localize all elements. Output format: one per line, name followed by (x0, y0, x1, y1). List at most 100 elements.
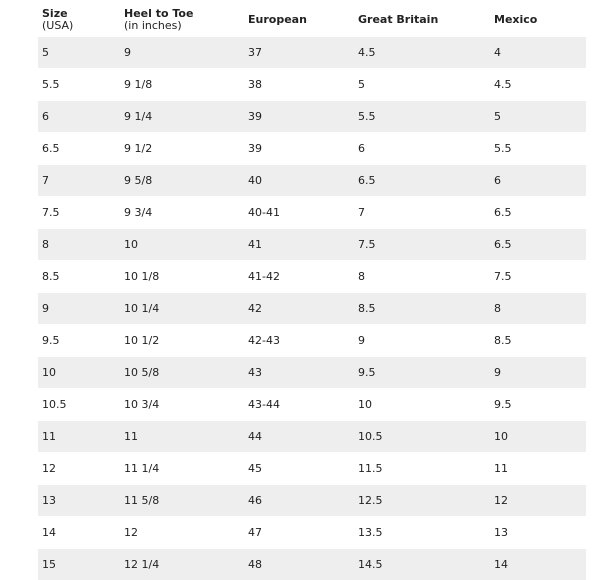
cell-size-usa: 8 (38, 229, 120, 261)
cell-mexico: 8.5 (490, 325, 586, 357)
cell-european: 48 (244, 549, 354, 580)
cell-great-britain: 9 (354, 325, 490, 357)
cell-great-britain: 5.5 (354, 101, 490, 133)
cell-mexico: 7.5 (490, 261, 586, 293)
header-size-usa: Size (USA) (38, 4, 120, 37)
cell-heel-to-toe: 10 3/4 (120, 389, 244, 421)
cell-great-britain: 11.5 (354, 453, 490, 485)
header-great-britain: Great Britain (354, 4, 490, 37)
cell-heel-to-toe: 12 (120, 517, 244, 549)
cell-great-britain: 10.5 (354, 421, 490, 453)
cell-great-britain: 7 (354, 197, 490, 229)
cell-european: 40 (244, 165, 354, 197)
table-header: Size (USA) Heel to Toe (in inches) Europ… (38, 4, 586, 37)
cell-size-usa: 9.5 (38, 325, 120, 357)
cell-heel-to-toe: 10 (120, 229, 244, 261)
cell-european: 46 (244, 485, 354, 517)
cell-size-usa: 5 (38, 37, 120, 69)
cell-great-britain: 14.5 (354, 549, 490, 580)
cell-mexico: 14 (490, 549, 586, 580)
cell-size-usa: 6.5 (38, 133, 120, 165)
cell-mexico: 9.5 (490, 389, 586, 421)
cell-mexico: 8 (490, 293, 586, 325)
cell-mexico: 5 (490, 101, 586, 133)
cell-size-usa: 6 (38, 101, 120, 133)
cell-great-britain: 6.5 (354, 165, 490, 197)
cell-size-usa: 12 (38, 453, 120, 485)
cell-european: 39 (244, 101, 354, 133)
cell-european: 47 (244, 517, 354, 549)
cell-european: 41 (244, 229, 354, 261)
cell-size-usa: 5.5 (38, 69, 120, 101)
cell-heel-to-toe: 9 3/4 (120, 197, 244, 229)
cell-mexico: 9 (490, 357, 586, 389)
cell-great-britain: 4.5 (354, 37, 490, 69)
header-mexico: Mexico (490, 4, 586, 37)
cell-european: 42 (244, 293, 354, 325)
cell-great-britain: 5 (354, 69, 490, 101)
cell-heel-to-toe: 11 1/4 (120, 453, 244, 485)
cell-size-usa: 8.5 (38, 261, 120, 293)
cell-mexico: 13 (490, 517, 586, 549)
cell-european: 44 (244, 421, 354, 453)
cell-mexico: 11 (490, 453, 586, 485)
cell-great-britain: 9.5 (354, 357, 490, 389)
cell-great-britain: 8.5 (354, 293, 490, 325)
cell-european: 42-43 (244, 325, 354, 357)
cell-heel-to-toe: 9 5/8 (120, 165, 244, 197)
cell-mexico: 12 (490, 485, 586, 517)
header-size-sublabel: (USA) (42, 20, 120, 32)
header-heel-to-toe: Heel to Toe (in inches) (120, 4, 244, 37)
cell-heel-to-toe: 11 5/8 (120, 485, 244, 517)
cell-great-britain: 6 (354, 133, 490, 165)
cell-heel-to-toe: 10 1/2 (120, 325, 244, 357)
cell-european: 39 (244, 133, 354, 165)
cell-size-usa: 13 (38, 485, 120, 517)
cell-heel-to-toe: 9 1/2 (120, 133, 244, 165)
header-heel-sublabel: (in inches) (124, 20, 244, 32)
cell-european: 41-42 (244, 261, 354, 293)
cell-size-usa: 7.5 (38, 197, 120, 229)
cell-mexico: 6.5 (490, 229, 586, 261)
cell-size-usa: 10.5 (38, 389, 120, 421)
cell-european: 40-41 (244, 197, 354, 229)
cell-size-usa: 15 (38, 549, 120, 580)
cell-european: 43 (244, 357, 354, 389)
cell-heel-to-toe: 10 5/8 (120, 357, 244, 389)
cell-european: 38 (244, 69, 354, 101)
header-row: Size (USA) Heel to Toe (in inches) Europ… (38, 4, 586, 37)
header-european: European (244, 4, 354, 37)
cell-size-usa: 9 (38, 293, 120, 325)
cell-mexico: 4.5 (490, 69, 586, 101)
cell-great-britain: 13.5 (354, 517, 490, 549)
cell-heel-to-toe: 10 1/4 (120, 293, 244, 325)
cell-great-britain: 8 (354, 261, 490, 293)
cell-mexico: 6 (490, 165, 586, 197)
cell-european: 45 (244, 453, 354, 485)
cell-great-britain: 7.5 (354, 229, 490, 261)
cell-heel-to-toe: 9 (120, 37, 244, 69)
cell-size-usa: 14 (38, 517, 120, 549)
shoe-size-conversion-table: Size (USA) Heel to Toe (in inches) Europ… (38, 4, 586, 580)
cell-great-britain: 10 (354, 389, 490, 421)
cell-heel-to-toe: 11 (120, 421, 244, 453)
cell-size-usa: 11 (38, 421, 120, 453)
cell-heel-to-toe: 9 1/8 (120, 69, 244, 101)
